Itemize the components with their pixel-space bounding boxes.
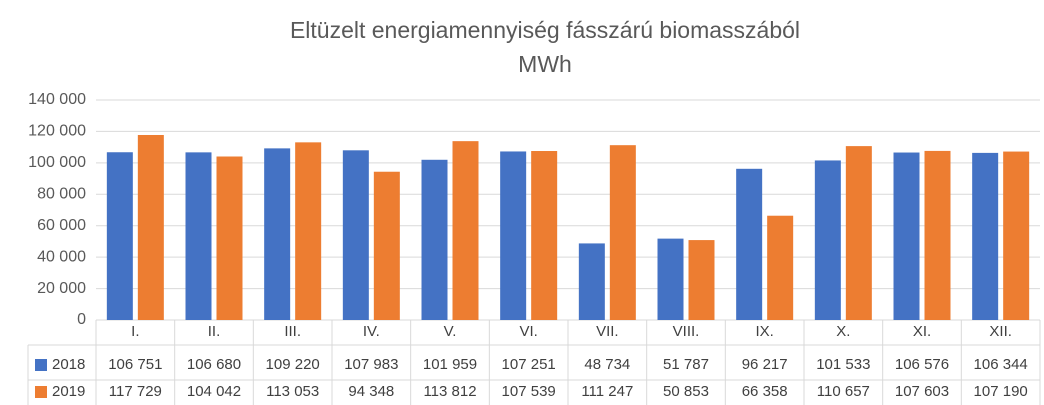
category-label: I.: [131, 323, 139, 340]
bar: [295, 142, 322, 320]
legend-swatch: [35, 359, 47, 371]
data-label: 50 853: [663, 383, 709, 400]
bar: [972, 152, 999, 320]
y-tick-label: 0: [77, 311, 86, 328]
bar: [216, 156, 243, 320]
y-tick-label: 140 000: [28, 91, 86, 108]
data-label: 106 344: [974, 356, 1028, 373]
bar: [924, 150, 951, 320]
data-label: 106 680: [187, 356, 241, 373]
data-label: 107 603: [895, 383, 949, 400]
category-label: X.: [836, 323, 850, 340]
legend-label: 2019: [52, 383, 85, 400]
data-label: 51 787: [663, 356, 709, 373]
bar: [452, 141, 479, 320]
data-label: 104 042: [187, 383, 241, 400]
legend-label: 2018: [52, 356, 85, 373]
category-label: XII.: [989, 323, 1012, 340]
y-tick-label: 60 000: [37, 217, 86, 234]
bar: [342, 150, 369, 320]
bar: [421, 159, 448, 320]
data-label: 107 983: [344, 356, 398, 373]
y-tick-label: 100 000: [28, 154, 86, 171]
data-label: 101 959: [423, 356, 477, 373]
legend-swatch: [35, 386, 47, 398]
bar: [736, 168, 763, 320]
category-label: V.: [444, 323, 457, 340]
bar: [688, 240, 715, 320]
chart-title: Eltüzelt energiamennyiség fásszárú bioma…: [290, 17, 800, 43]
bar: [264, 148, 291, 320]
bar: [893, 152, 920, 320]
data-label: 113 053: [266, 383, 319, 400]
data-label: 111 247: [581, 383, 633, 400]
bar: [657, 238, 684, 320]
data-label: 107 539: [502, 383, 556, 400]
bar: [373, 171, 400, 320]
data-label: 94 348: [348, 383, 394, 400]
bar: [578, 243, 605, 320]
bar: [814, 160, 841, 320]
bar: [531, 151, 558, 320]
data-label: 117 729: [109, 383, 162, 400]
data-label: 96 217: [742, 356, 788, 373]
bar: [185, 152, 212, 320]
data-label: 48 734: [584, 356, 630, 373]
bar: [845, 146, 872, 320]
category-label: IX.: [755, 323, 773, 340]
bar: [500, 151, 527, 320]
data-label: 66 358: [742, 383, 788, 400]
category-label: VII.: [596, 323, 619, 340]
data-label: 109 220: [266, 356, 320, 373]
chart-subtitle: MWh: [518, 51, 572, 77]
data-label: 107 190: [974, 383, 1028, 400]
bar: [767, 215, 794, 320]
data-label: 107 251: [502, 356, 556, 373]
category-label: III.: [284, 323, 301, 340]
bar: [1003, 151, 1030, 320]
bar: [106, 152, 133, 320]
category-label: VI.: [519, 323, 537, 340]
data-label: 113 812: [423, 383, 476, 400]
category-label: II.: [208, 323, 221, 340]
category-label: IV.: [363, 323, 380, 340]
y-tick-label: 40 000: [37, 248, 86, 265]
bar: [609, 145, 636, 320]
y-tick-label: 80 000: [37, 186, 86, 203]
data-label: 110 657: [817, 383, 870, 400]
y-tick-label: 120 000: [28, 123, 86, 140]
y-tick-label: 20 000: [37, 280, 86, 297]
data-label: 106 751: [108, 356, 162, 373]
data-label: 106 576: [895, 356, 949, 373]
category-label: XI.: [913, 323, 931, 340]
data-label: 101 533: [816, 356, 870, 373]
bar: [137, 134, 164, 320]
category-label: VIII.: [673, 323, 700, 340]
